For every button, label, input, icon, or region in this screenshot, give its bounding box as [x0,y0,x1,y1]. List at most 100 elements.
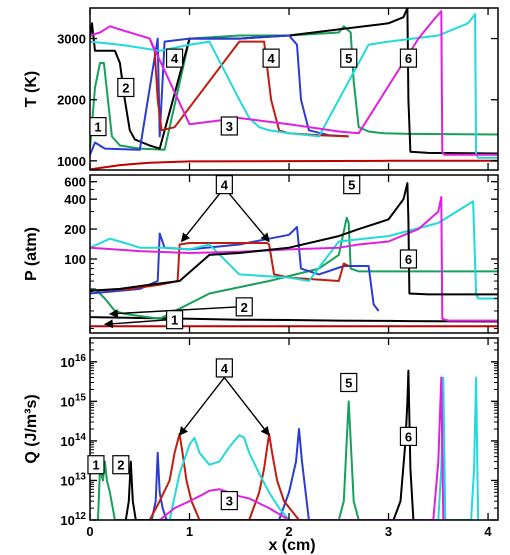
annotation-arrow-heat_release-1 [223,377,270,436]
curve-label-heat_release-1: 2 [112,455,130,475]
panel-frame-temperature [89,7,499,171]
curve-label-pressure-2: 4 [215,175,233,195]
y-tick-label-temperature-1: 2000 [57,93,86,108]
curve-label-temperature-1: 2 [117,77,135,98]
curve-label-box [235,297,253,317]
x-tick-label-4: 4 [484,524,492,539]
series-line-heat_release-1 [124,369,415,520]
curve-label-box [343,175,361,195]
curve-label-box [340,372,358,393]
annotation-arrow-pressure-1 [223,187,270,243]
curve-label-pressure-0: 1 [165,310,184,330]
curve-label-heat_release-4: 5 [340,372,358,393]
y-tick-label-temperature-0: 1000 [57,154,86,169]
panel-frame-pressure [89,174,499,334]
curve-label-box [399,48,418,68]
annotation-arrow-heat_release-0 [178,377,225,436]
curve-label-text: 6 [405,51,412,66]
series-group-temperature [90,8,498,170]
curve-label-text: 5 [348,178,355,193]
curve-label-pressure-4: 6 [399,249,418,269]
panel-heat_release: 1012 1013 1014 1015 1016 Q (J/m³s) 1 2 3 4 5 6 [23,337,499,528]
curve-label-text: 1 [94,120,101,135]
curve-label-text: 1 [92,458,99,473]
curve-label-text: 2 [117,458,124,473]
x-tick-label-1: 1 [186,524,193,539]
curve-label-text: 6 [405,252,412,267]
curve-label-box [399,426,418,446]
series-line-heat_release-3 [148,432,300,520]
y-axis-label-temperature: T (K) [23,71,40,107]
y-tick-label-pressure-0: 100 [64,252,86,267]
curve-label-temperature-6: 6 [399,48,418,68]
annotation-arrow-pressure-3 [103,318,170,329]
curve-label-text: 4 [221,178,229,193]
y-tick-label-pressure-1: 200 [64,222,86,237]
series-line-temperature-1 [90,25,498,151]
curve-label-box [220,490,238,511]
curve-label-heat_release-5: 6 [399,426,418,446]
curve-label-box [117,77,135,98]
curve-label-box [340,48,358,68]
series-group-pressure [90,182,498,328]
curve-label-text: 2 [241,300,248,315]
curve-label-text: 6 [405,429,412,444]
y-tick-label-heat_release-2: 1014 [60,432,86,449]
curve-label-heat_release-2: 3 [220,490,238,511]
curve-label-text: 1 [171,313,178,328]
curve-label-temperature-5: 5 [340,48,358,68]
y-tick-label-heat_release-4: 1016 [60,353,86,370]
annotation-arrow-pressure-0 [180,187,225,243]
x-tick-label-3: 3 [385,524,392,539]
series-line-pressure-4 [90,242,350,292]
curve-label-box [165,48,184,68]
y-tick-label-temperature-2: 3000 [57,32,86,47]
series-line-pressure-6 [90,196,498,322]
y-axis-label-heat_release: Q (J/m³s) [23,394,40,463]
series-line-heat_release-5 [159,376,445,520]
y-tick-label-heat_release-1: 1013 [60,471,86,488]
series-line-temperature-6 [90,10,498,156]
curve-label-box [87,455,105,475]
series-line-heat_release-4 [168,376,480,520]
curve-label-text: 4 [171,51,179,66]
x-tick-label-2: 2 [285,524,292,539]
curve-label-box [112,455,130,475]
series-line-heat_release-2 [150,428,310,520]
y-tick-label-heat_release-0: 1012 [60,511,86,528]
curve-label-box [165,310,184,330]
y-axis-label-pressure: P (atm) [23,227,40,281]
curve-label-text: 2 [122,80,129,95]
curve-label-text: 3 [226,119,233,134]
series-group-heat_release [97,369,480,520]
series-line-pressure-2 [90,216,498,320]
curve-label-text: 3 [226,494,233,509]
series-line-temperature-3 [90,34,349,156]
curve-label-text: 5 [345,375,352,390]
panel-pressure: 100 200 400 600 P (atm) 1 2 4 5 6 [23,174,499,334]
curve-label-text: 5 [345,51,352,66]
y-tick-label-pressure-3: 600 [64,175,86,190]
curve-label-box [215,358,233,378]
y-tick-label-pressure-2: 400 [64,192,86,207]
series-line-heat_release-0 [97,400,360,520]
series-line-pressure-3 [90,226,380,312]
curve-label-box [399,249,418,269]
panel-frame-heat_release [89,337,499,521]
y-tick-label-heat_release-3: 1015 [60,392,86,409]
curve-label-box [89,116,107,137]
curve-label-temperature-2: 3 [220,116,238,136]
curve-label-heat_release-3: 4 [215,358,233,378]
curve-label-box [215,175,233,195]
x-axis-label: x (cm) [268,537,315,554]
curve-label-pressure-1: 2 [235,297,253,317]
plot-group: 1000 2000 3000 T (K) 1 2 3 4 4 5 6 100 200 400 600 P (a… [23,7,499,539]
panel-temperature: 1000 2000 3000 T (K) 1 2 3 4 4 5 6 [23,7,499,171]
curve-label-box [262,48,280,68]
curve-label-heat_release-0: 1 [87,455,105,475]
curve-label-pressure-3: 5 [343,175,361,195]
curve-label-temperature-0: 1 [89,116,107,137]
curve-label-temperature-3: 4 [165,48,184,68]
curve-label-box [220,116,238,136]
